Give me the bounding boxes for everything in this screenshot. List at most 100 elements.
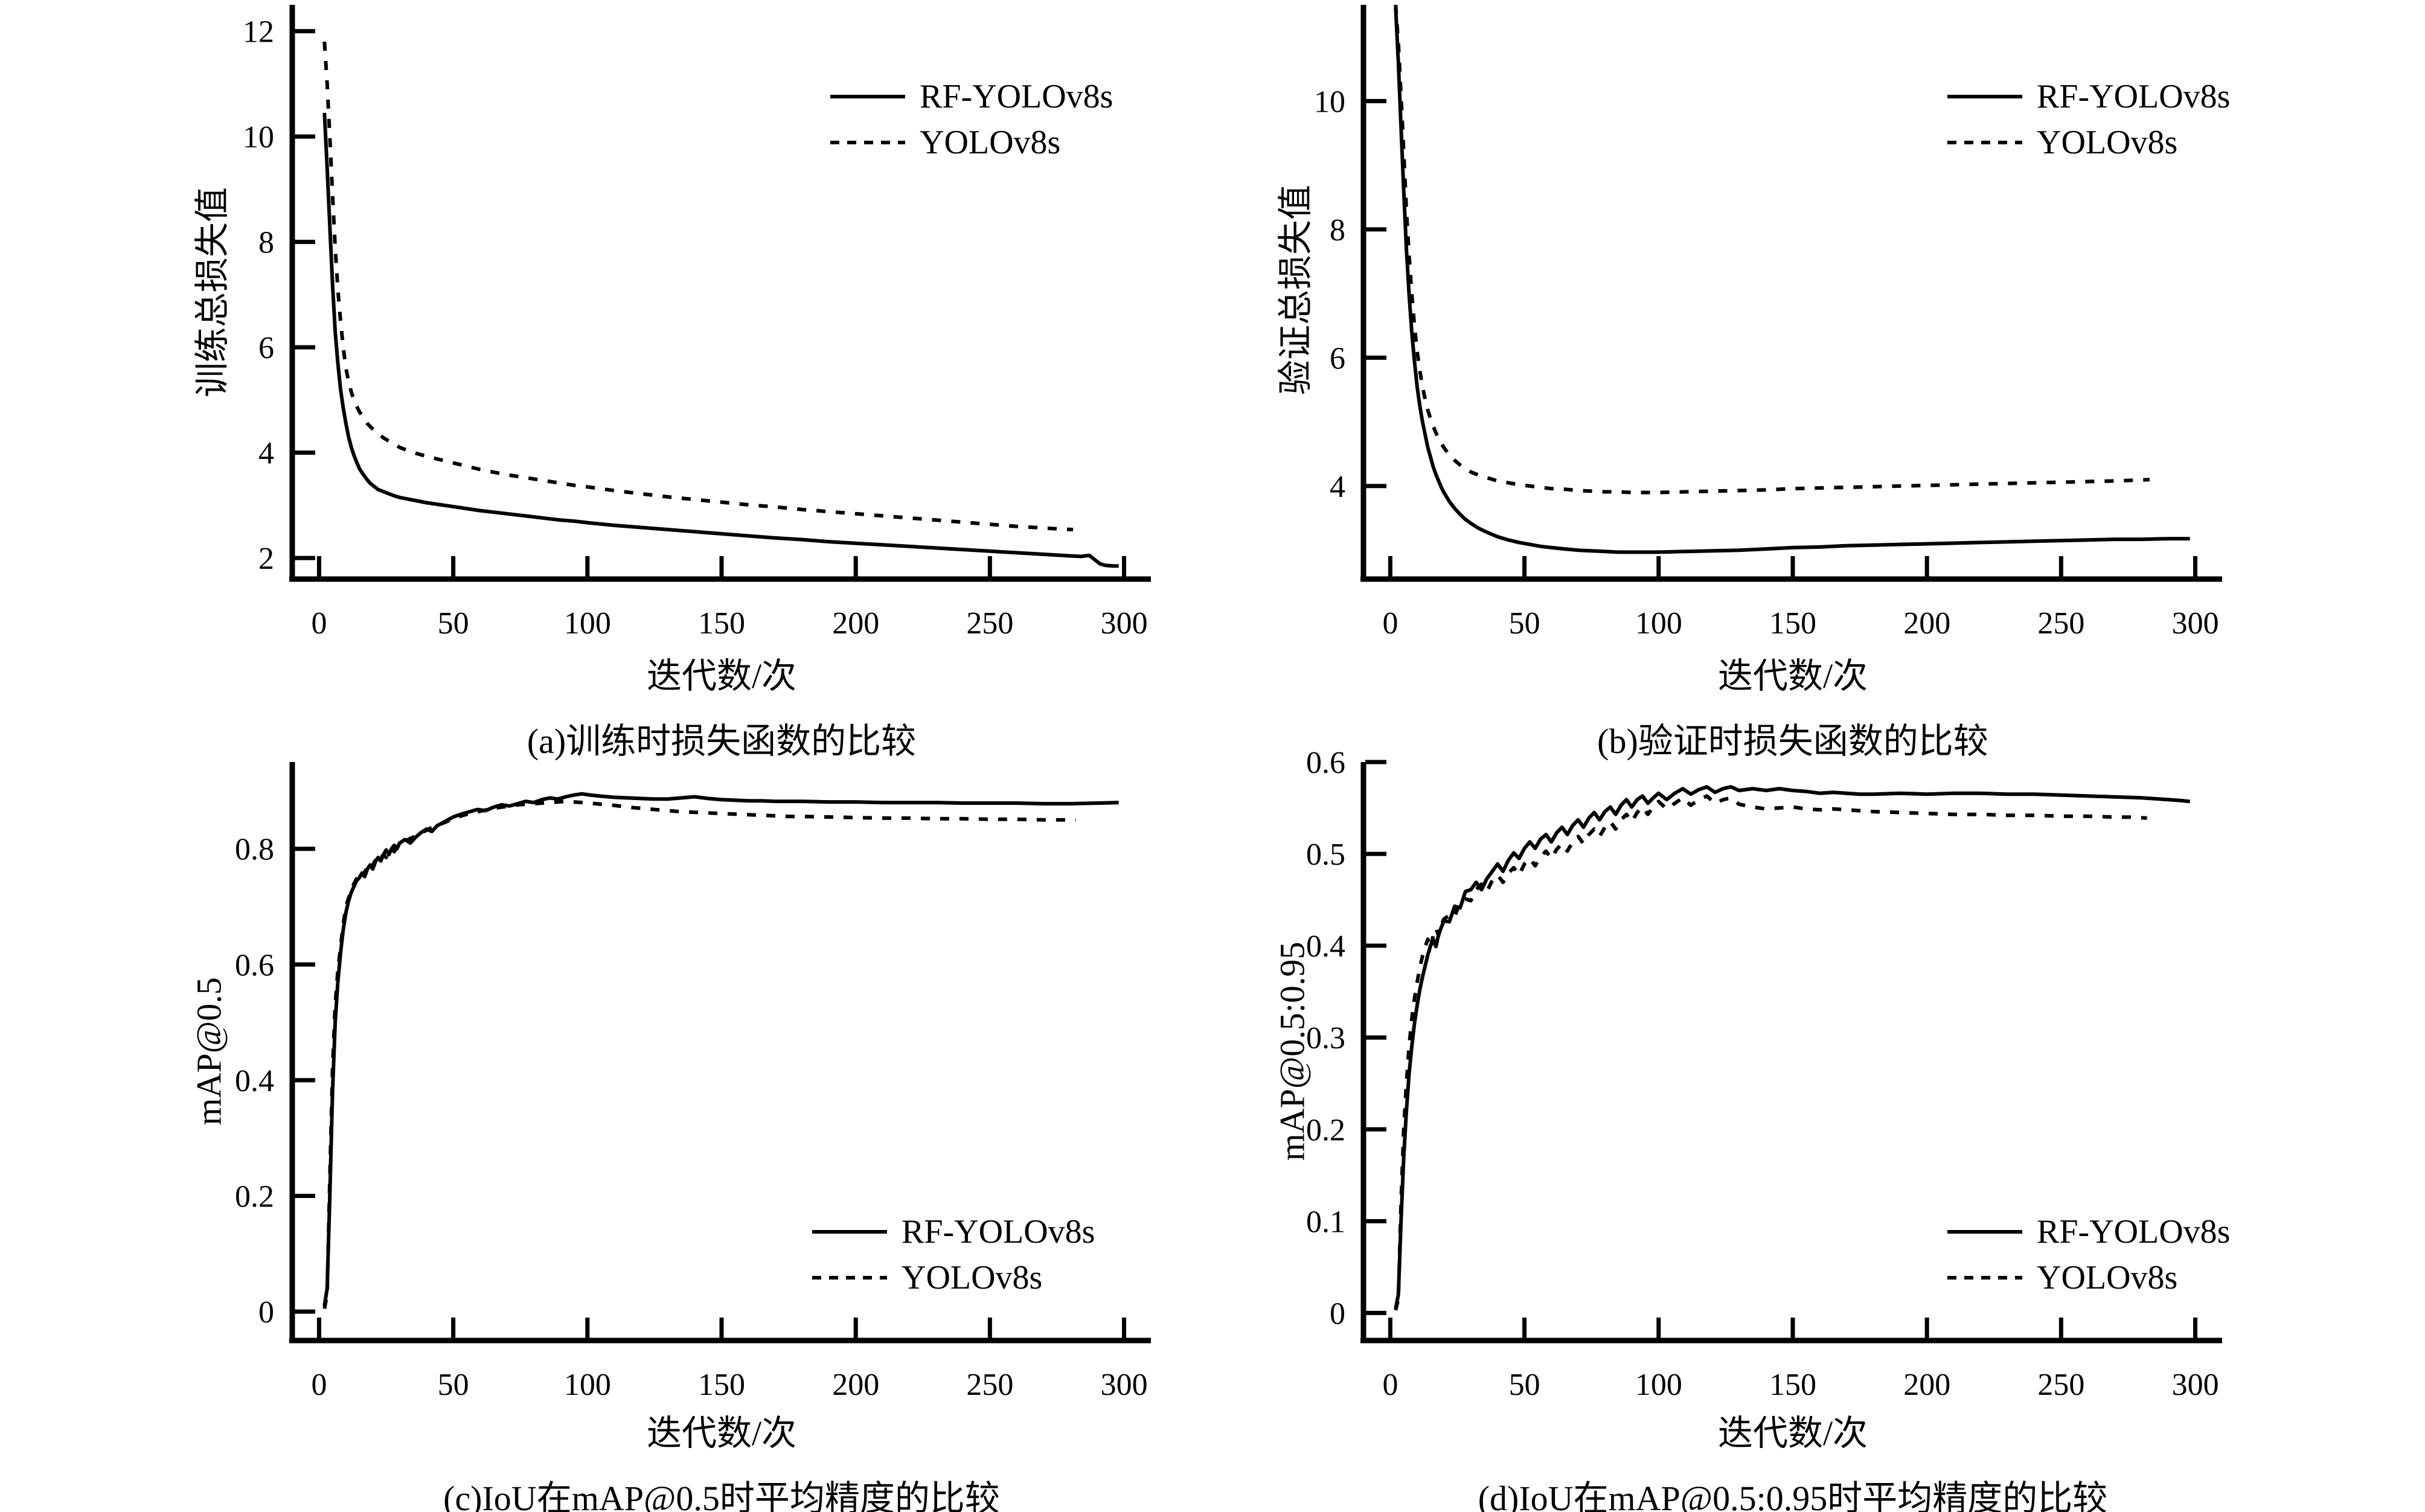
- subfigure-caption: (b)验证时损失函数的比较: [1597, 722, 1988, 761]
- x-axis-label: 迭代数/次: [646, 1414, 797, 1453]
- chart-c-plot: 0 50 100 150 200 250 300 0 0.2 0.4 0.6 0.8: [235, 762, 1151, 1402]
- x-tick-label: 50: [438, 1368, 469, 1402]
- series-line-dashed: [322, 41, 1074, 531]
- dashed-line-swatch: [1947, 1276, 2022, 1280]
- legend-label: RF-YOLOv8s: [920, 78, 1113, 115]
- y-axis-label: 训练总损失值: [193, 187, 232, 398]
- legend-label: YOLOv8s: [2037, 1259, 2178, 1296]
- x-tick-label: 100: [1635, 1368, 1682, 1402]
- legend: RF-YOLOv8s YOLOv8s: [1947, 74, 2230, 165]
- chart-a-plot: 0 50 100 150 200 250 300 2 4 6 8 10 12: [243, 5, 1151, 641]
- x-tick-label: 50: [1509, 606, 1540, 641]
- y-tick-label: 4: [1330, 470, 1345, 504]
- x-tick-label: 150: [698, 606, 745, 641]
- legend-item-dashed: YOLOv8s: [1947, 1255, 2230, 1301]
- legend-label: YOLOv8s: [920, 124, 1061, 161]
- y-tick-label: 0.2: [1306, 1113, 1345, 1147]
- x-tick-label: 150: [1769, 1368, 1816, 1402]
- legend-item-dashed: YOLOv8s: [1947, 120, 2230, 165]
- y-tick-label: 12: [243, 15, 274, 50]
- series-line-solid: [1394, 8, 2190, 554]
- y-axis-label: mAP@0.5:0.95: [1272, 941, 1312, 1161]
- solid-line-swatch: [1947, 95, 2022, 98]
- y-tick-label: 6: [1330, 341, 1345, 376]
- chart-b-plot: 0 50 100 150 200 250 300 4 6 8 10: [1314, 4, 2222, 641]
- x-tick-label: 0: [1382, 1368, 1398, 1402]
- y-tick-label: 10: [1314, 85, 1345, 119]
- y-tick-label: 4: [258, 437, 274, 471]
- legend-label: RF-YOLOv8s: [2037, 1213, 2231, 1251]
- x-tick-label: 100: [1635, 606, 1682, 641]
- x-tick-label: 200: [1903, 606, 1950, 641]
- y-tick-label: 8: [258, 226, 274, 260]
- solid-line-swatch: [830, 95, 905, 98]
- y-tick-label: 0.8: [235, 833, 274, 867]
- y-tick-label: 0.5: [1306, 838, 1345, 872]
- legend-label: YOLOv8s: [2037, 124, 2178, 161]
- x-tick-label: 250: [966, 1368, 1013, 1402]
- x-tick-label: 300: [2172, 1368, 2219, 1402]
- legend-label: YOLOv8s: [902, 1259, 1043, 1296]
- y-tick-label: 0: [1330, 1296, 1345, 1331]
- legend-item-solid: RF-YOLOv8s: [830, 74, 1113, 120]
- dashed-line-swatch: [812, 1276, 887, 1280]
- legend-item-dashed: YOLOv8s: [830, 120, 1113, 165]
- x-axis-label: 迭代数/次: [1717, 1414, 1868, 1453]
- x-tick-label: 250: [2037, 1368, 2084, 1402]
- legend: RF-YOLOv8s YOLOv8s: [812, 1209, 1095, 1301]
- y-tick-label: 0.2: [235, 1180, 274, 1214]
- legend-label: RF-YOLOv8s: [2037, 78, 2231, 115]
- subfigure-caption: (c)IoU在mAP@0.5时平均精度的比较: [443, 1479, 1000, 1512]
- dashed-line-swatch: [830, 141, 905, 144]
- x-tick-label: 200: [832, 606, 879, 641]
- y-tick-label: 2: [258, 542, 274, 576]
- x-tick-label: 300: [1101, 1368, 1148, 1402]
- x-tick-label: 50: [1509, 1368, 1540, 1402]
- x-tick-label: 300: [1101, 606, 1148, 641]
- y-tick-label: 6: [258, 331, 274, 365]
- series-line-dashed: [1394, 794, 2147, 1311]
- y-tick-label: 0.4: [235, 1064, 274, 1098]
- y-axis-label: mAP@0.5: [189, 977, 229, 1126]
- x-tick-label: 0: [311, 606, 327, 641]
- legend-item-dashed: YOLOv8s: [812, 1255, 1095, 1301]
- x-tick-label: 250: [2037, 606, 2084, 641]
- legend: RF-YOLOv8s YOLOv8s: [1947, 1209, 2230, 1301]
- legend-label: RF-YOLOv8s: [902, 1213, 1095, 1251]
- x-tick-label: 100: [564, 1368, 611, 1402]
- solid-line-swatch: [1947, 1230, 2022, 1234]
- x-tick-label: 0: [311, 1368, 327, 1402]
- y-tick-label: 0.4: [1306, 929, 1345, 964]
- series-line-solid: [1394, 785, 2191, 1309]
- series-line-dashed: [1394, 4, 2150, 495]
- legend: RF-YOLOv8s YOLOv8s: [830, 74, 1113, 165]
- x-tick-label: 0: [1382, 606, 1398, 641]
- y-tick-label: 0.6: [1306, 746, 1345, 780]
- x-axis-label: 迭代数/次: [646, 656, 797, 696]
- x-axis-label: 迭代数/次: [1717, 656, 1868, 696]
- series-line-solid: [322, 112, 1119, 568]
- legend-item-solid: RF-YOLOv8s: [812, 1209, 1095, 1255]
- x-tick-label: 200: [1903, 1368, 1950, 1402]
- y-tick-label: 10: [243, 120, 274, 155]
- x-tick-label: 50: [438, 606, 469, 641]
- y-tick-label: 8: [1330, 213, 1345, 248]
- subfigure-caption: (a)训练时损失函数的比较: [527, 722, 917, 761]
- subfigure-caption: (d)IoU在mAP@0.5:0.95时平均精度的比较: [1478, 1479, 2108, 1512]
- legend-item-solid: RF-YOLOv8s: [1947, 1209, 2230, 1255]
- solid-line-swatch: [812, 1230, 887, 1234]
- y-axis-label: 验证总损失值: [1276, 184, 1315, 396]
- y-tick-label: 0.6: [235, 948, 274, 982]
- series-line-dashed: [322, 799, 1076, 1309]
- y-tick-label: 0: [258, 1295, 274, 1330]
- dashed-line-swatch: [1947, 141, 2022, 144]
- chart-d-plot: 0 50 100 150 200 250 300 0 0.1 0.2 0.3 0.4 0.5 0.6: [1306, 746, 2222, 1402]
- x-tick-label: 300: [2172, 606, 2219, 641]
- y-tick-label: 0.3: [1306, 1021, 1345, 1056]
- x-tick-label: 100: [564, 606, 611, 641]
- x-tick-label: 200: [832, 1368, 879, 1402]
- legend-item-solid: RF-YOLOv8s: [1947, 74, 2230, 120]
- y-tick-label: 0.1: [1306, 1205, 1345, 1239]
- x-tick-label: 150: [1769, 606, 1816, 641]
